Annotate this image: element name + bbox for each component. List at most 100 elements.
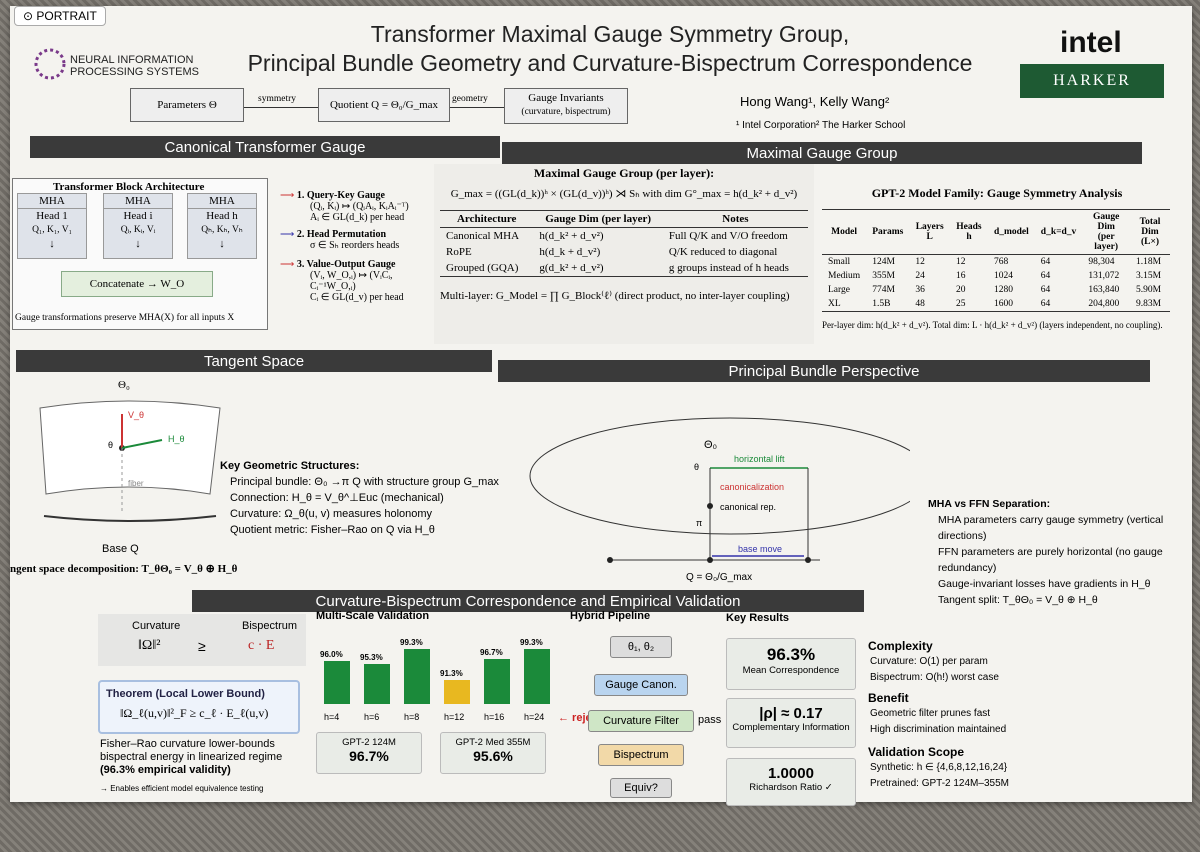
table-row: Large 774M 36 20 1280 64 163,840 5.90M (828, 285, 1162, 295)
chart-data-label: 99.3% (400, 637, 423, 647)
bundle-diagram: Θ₀ θ horizontal lift canonicalization ca… (529, 417, 910, 583)
pipeline-input: θ₁, θ₂ (610, 636, 672, 658)
side-notes: Complexity Curvature: O(1) per param Bis… (868, 639, 1009, 789)
section-bundle: Principal Bundle Perspective (498, 360, 1150, 382)
flow-parameters: Parameters Θ (130, 88, 244, 122)
authors: Hong Wang¹, Kelly Wang² (740, 94, 890, 109)
chart-bar (524, 648, 550, 704)
mgroup-panel: Maximal Gauge Group (per layer): G_max =… (434, 164, 814, 344)
portrait-badge[interactable]: ⊙ PORTRAIT (14, 6, 106, 26)
section-curvature: Curvature-Bispectrum Correspondence and … (192, 590, 864, 612)
chart-title: Multi-Scale Validation (316, 610, 430, 622)
section-tangent: Tangent Space (16, 350, 492, 372)
table-row: RoPE h(d_k + d_v²) Q/K reduced to diagonal (446, 246, 778, 258)
chart-tick-label: h=24 (524, 712, 545, 722)
chart-data-label: 91.3% (440, 668, 463, 678)
theorem-box: Theorem (Local Lower Bound) ‖Ω_ℓ(u,v)‖²_… (98, 680, 300, 734)
poster-title: Transformer Maximal Gauge Symmetry Group… (247, 21, 973, 76)
section-canonical: Canonical Transformer Gauge (30, 136, 500, 158)
gpt2-table: Model Params Layers L Heads h d_model d_k=d_v… (822, 209, 1170, 312)
svg-text:H_θ: H_θ (168, 434, 185, 444)
svg-text:Θ₀: Θ₀ (704, 439, 717, 451)
table-row: Canonical MHA h(d_k² + d_v²) Full Q/K and … (446, 230, 788, 242)
svg-text:θ: θ (694, 462, 699, 472)
table-row: Grouped (GQA) g(d_k² + d_v²) g groups inst… (440, 260, 808, 277)
svg-text:horizontal lift: horizontal lift (734, 454, 785, 464)
chart-data-label: 96.0% (320, 650, 343, 660)
table-row: XL 1.5B 48 25 1600 64 204,800 9.83M (822, 297, 1170, 312)
chart-data-label: 95.3% (360, 653, 383, 663)
svg-text:Q = Θ₀/G_max: Q = Θ₀/G_max (686, 572, 752, 583)
head-i-box: MHA Head i Qᵢ, Kᵢ, Vᵢ ↓ (103, 193, 173, 259)
pipeline-gauge-canon: Gauge Canon. (594, 674, 688, 696)
mha-ffn: MHA vs FFN Separation: MHA parameters ca… (928, 498, 1164, 606)
chart-bar (364, 664, 390, 704)
flow-arrow-geometry: geometry (452, 94, 488, 104)
portrait-icon: ⊙ (23, 9, 37, 23)
head-h-box: MHA Head h Qₕ, Kₕ, Vₕ ↓ (187, 193, 257, 259)
pipeline-curvature-filter: Curvature Filter (588, 710, 694, 732)
svg-text:canonicalization: canonicalization (720, 482, 784, 492)
flow-arrow-1 (244, 107, 318, 108)
chart-tick-label: h=8 (404, 712, 420, 722)
concat-box: Concatenate → W_O (61, 271, 213, 297)
affiliations: ¹ Intel Corporation² The Harker School (736, 120, 906, 131)
neurips-logo-icon (34, 48, 66, 80)
chart-data-label: 99.3% (520, 637, 543, 647)
chart-tick-label: h=16 (484, 712, 505, 722)
chart-tick-label: h=4 (324, 712, 340, 722)
metric-card-124m: GPT-2 124M 96.7% (316, 732, 422, 774)
results-title: Key Results (726, 612, 789, 624)
theta0-label: Θ₀ (118, 379, 130, 391)
flow-invariants: Gauge Invariants (curvature, bispectrum) (504, 88, 628, 124)
chart-data-label: 96.7% (480, 647, 503, 657)
flow-quotient: Quotient Q = Θ₀/G_max (318, 88, 450, 122)
poster: NEURAL INFORMATION PROCESSING SYSTEMS Tra… (10, 6, 1192, 806)
head-1-box: MHA Head 1 Q₁, K₁, V₁ ↓ (17, 193, 87, 259)
key-geometric: Key Geometric Structures: Principal bund… (220, 460, 499, 536)
pipeline-title: Hybrid Pipeline (570, 610, 651, 622)
chart-tick-label: h=12 (444, 712, 465, 722)
intel-logo: intel (1060, 26, 1122, 59)
tangent-decomp: ngent space decomposition: T_θΘ₀ = V_θ ⊕… (10, 563, 238, 575)
result-card-3: 1.0000 Richardson Ratio ✓ (726, 758, 856, 806)
svg-text:π: π (696, 518, 702, 528)
section-maximal: Maximal Gauge Group (502, 142, 1142, 164)
pipeline-bispectrum: Bispectrum (598, 744, 684, 766)
chart-tick-label: h=6 (364, 712, 380, 722)
result-card-1: 96.3% Mean Correspondence (726, 638, 856, 690)
svg-text:canonical rep.: canonical rep. (720, 502, 776, 512)
flow-arrow-symmetry: symmetry (258, 94, 296, 104)
tangent-diagram: Θ₀ V_θ H_θ θ fiber Base Q (39, 379, 221, 555)
transformer-block: Transformer Block Architecture MHA Head 1… (12, 178, 268, 330)
chart-bar (404, 648, 430, 704)
curv-desc: Fisher–Rao curvature lower-bounds bispect… (100, 738, 283, 776)
gauge-item: ⟶ 2. Head Permutation σ ∈ Sₕ reorders hea… (280, 229, 400, 251)
svg-text:Base Q: Base Q (102, 543, 139, 555)
svg-text:base move: base move (738, 544, 782, 554)
chart-categories: h=4 h=6 h=8 h=12 h=16 h=24 (320, 712, 566, 726)
gauge-item: ⟶ 1. Query-Key Gauge (Qᵢ, Kᵢ) ↦ (QᵢAᵢ, Kᵢ… (280, 190, 409, 223)
metric-card-355m: GPT-2 Med 355M 95.6% (440, 732, 546, 774)
svg-text:fiber: fiber (128, 479, 144, 488)
curv-enable: → Enables efficient model equivalence te… (100, 784, 264, 793)
svg-text:θ: θ (108, 440, 113, 450)
result-card-2: |ρ| ≈ 0.17 Complementary Information (726, 698, 856, 748)
neurips-logo: NEURAL INFORMATION PROCESSING SYSTEMS (32, 42, 222, 92)
chart-bar (484, 658, 510, 704)
chart-bar (444, 679, 470, 704)
table-row: Small 124M 12 12 768 64 98,304 1.18M (828, 257, 1162, 267)
gauge-item: ⟶ 3. Value-Output Gauge (Vᵢ, W_O,ᵢ) ↦ (Vᵢ… (280, 259, 404, 303)
pass-label: pass → (698, 714, 736, 726)
chart-bar (324, 661, 350, 704)
curv-compare: Curvature Bispectrum ‖Ω‖² ≥ c · E (98, 614, 306, 666)
bar-chart: 96.0% 95.3% 99.3% 91.3% 96.7% 99.3% (320, 634, 566, 704)
gauge-list: ⟶ 1. Query-Key Gauge (Qᵢ, Kᵢ) ↦ (QᵢAᵢ, Kᵢ… (280, 190, 440, 303)
harker-logo: HARKER (1020, 64, 1164, 98)
table-row: Medium 355M 24 16 1024 64 131,072 3.15M (828, 271, 1162, 281)
pipeline-equiv: Equiv? (610, 778, 672, 798)
svg-text:V_θ: V_θ (128, 410, 144, 420)
gpt2-panel: GPT-2 Model Family: Gauge Symmetry Analy… (822, 186, 1172, 330)
mgroup-table: Architecture Gauge Dim (per layer) Notes C… (440, 210, 808, 277)
flow-arrow-2 (450, 107, 504, 108)
